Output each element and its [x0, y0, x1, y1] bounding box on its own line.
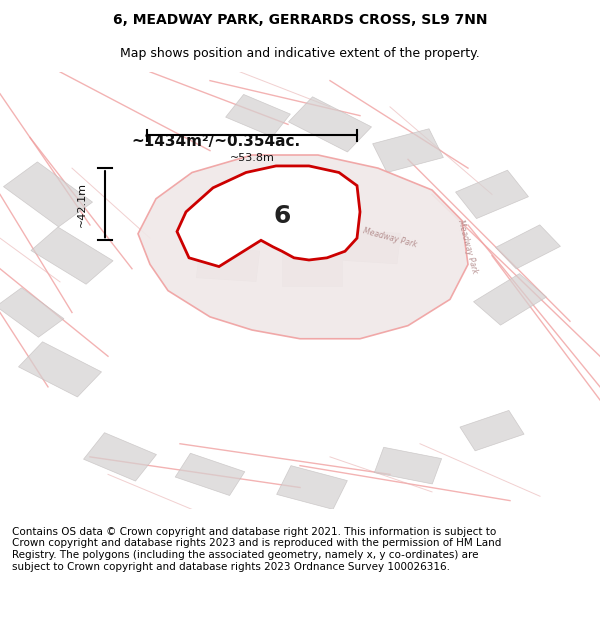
Text: ~42.1m: ~42.1m: [77, 182, 87, 227]
Text: Meadway Park: Meadway Park: [203, 201, 253, 240]
Polygon shape: [138, 155, 468, 339]
Text: 6: 6: [274, 204, 290, 228]
Polygon shape: [373, 129, 443, 173]
Polygon shape: [289, 97, 371, 152]
Polygon shape: [460, 411, 524, 451]
Polygon shape: [374, 448, 442, 484]
Text: Meadway Park: Meadway Park: [362, 227, 418, 249]
Polygon shape: [196, 248, 260, 281]
Polygon shape: [496, 225, 560, 269]
Text: Map shows position and indicative extent of the property.: Map shows position and indicative extent…: [120, 48, 480, 61]
Polygon shape: [226, 94, 290, 137]
Polygon shape: [0, 288, 64, 338]
Polygon shape: [282, 251, 342, 286]
Polygon shape: [473, 274, 547, 325]
Text: ~1434m²/~0.354ac.: ~1434m²/~0.354ac.: [131, 134, 301, 149]
Polygon shape: [177, 166, 360, 266]
Polygon shape: [277, 466, 347, 509]
Text: Meadway Park: Meadway Park: [457, 219, 479, 275]
Polygon shape: [31, 227, 113, 284]
Polygon shape: [455, 170, 529, 219]
Polygon shape: [19, 342, 101, 397]
Polygon shape: [175, 453, 245, 496]
Polygon shape: [83, 432, 157, 481]
Text: ~53.8m: ~53.8m: [230, 152, 274, 162]
Polygon shape: [343, 230, 401, 264]
Text: 6, MEADWAY PARK, GERRARDS CROSS, SL9 7NN: 6, MEADWAY PARK, GERRARDS CROSS, SL9 7NN: [113, 13, 487, 27]
Text: Contains OS data © Crown copyright and database right 2021. This information is : Contains OS data © Crown copyright and d…: [12, 527, 502, 571]
Polygon shape: [4, 162, 92, 227]
